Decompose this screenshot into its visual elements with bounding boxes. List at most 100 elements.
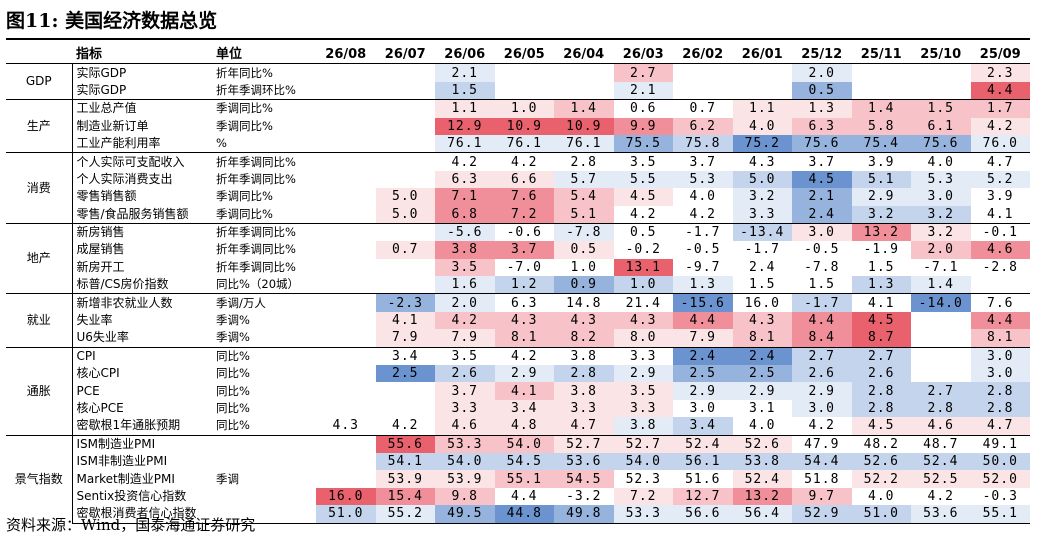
value-cell: -14.0 xyxy=(911,293,971,312)
table-row: 零售/食品服务销售额 季调同比% 5.0 6.8 7.2 5.1 4.2 4.2 3.3 2.4 3… xyxy=(6,205,1030,224)
value-cell xyxy=(316,99,376,118)
value-cell: 4.6 xyxy=(435,417,495,436)
value-cell: 4.8 xyxy=(494,417,554,436)
value-cell: 54.5 xyxy=(494,452,554,471)
indicator-name: CPI xyxy=(72,346,212,366)
value-cell: 3.2 xyxy=(851,205,911,224)
value-cell xyxy=(316,188,376,206)
value-cell: 1.3 xyxy=(851,276,911,294)
unit-label: 折年同比% xyxy=(212,63,316,82)
value-cell: 7.1 xyxy=(435,188,495,206)
value-cell: 3.3 xyxy=(613,346,673,366)
value-cell: 4.1 xyxy=(851,293,911,312)
value-cell: 44.8 xyxy=(494,505,554,524)
unit-label: 折年季调同比% xyxy=(212,152,316,171)
value-cell: 2.0 xyxy=(911,241,971,259)
value-cell: -0.3 xyxy=(970,487,1030,506)
unit-label xyxy=(212,434,316,453)
value-cell: 75.8 xyxy=(673,134,733,153)
value-cell: 13.1 xyxy=(613,258,673,277)
value-cell xyxy=(375,152,435,171)
value-cell: 75.2 xyxy=(732,134,792,153)
value-cell: 2.9 xyxy=(673,382,733,400)
value-cell: 0.9 xyxy=(554,276,614,294)
value-cell: 3.0 xyxy=(970,346,1030,366)
value-cell: 2.5 xyxy=(375,365,435,383)
value-cell: 2.8 xyxy=(554,365,614,383)
value-cell: 7.6 xyxy=(970,293,1030,312)
value-cell: 3.8 xyxy=(435,241,495,259)
value-cell: 5.3 xyxy=(911,170,971,189)
value-cell: 1.6 xyxy=(435,276,495,294)
value-cell: 3.7 xyxy=(792,152,852,171)
value-cell: 4.3 xyxy=(554,311,614,330)
value-cell: 51.0 xyxy=(316,505,376,524)
value-cell: -2.8 xyxy=(970,258,1030,277)
unit-label: 折年季调同比% xyxy=(212,222,316,242)
value-cell: 2.7 xyxy=(792,346,852,366)
value-cell xyxy=(375,63,435,82)
value-cell xyxy=(316,329,376,348)
value-cell: 13.2 xyxy=(732,487,792,506)
value-cell: 2.8 xyxy=(911,399,971,418)
value-cell: 52.4 xyxy=(673,434,733,453)
value-cell: 47.9 xyxy=(792,434,852,453)
value-cell: 1.3 xyxy=(673,276,733,294)
value-cell: 1.7 xyxy=(970,99,1030,118)
value-cell: 3.3 xyxy=(613,399,673,418)
value-cell: 2.8 xyxy=(851,399,911,418)
value-cell: 0.5 xyxy=(554,241,614,259)
table-row: 核心PCE 同比% 3.3 3.4 3.3 3.3 3.0 3.1 3.0 2.8 2.8 2.8 xyxy=(6,399,1030,418)
value-cell xyxy=(316,258,376,277)
value-cell: 4.0 xyxy=(673,188,733,206)
unit-label: 季调% xyxy=(216,330,250,345)
data-table: 指标 单位 26/08 26/07 26/06 26/05 26/04 26/0… xyxy=(6,46,1030,524)
value-cell: 51.0 xyxy=(851,505,911,524)
value-cell: 9.7 xyxy=(792,487,852,506)
value-cell: 8.1 xyxy=(732,329,792,348)
value-cell xyxy=(732,81,792,100)
table-row: ISM非制造业PMI 54.1 54.0 54.5 53.6 54.0 56.1 53.8 54… xyxy=(6,452,1030,471)
value-cell: 56.1 xyxy=(673,452,733,471)
indicator-name: 工业总产值 xyxy=(72,99,212,118)
value-cell: 2.0 xyxy=(435,293,495,312)
unit-label: 同比% xyxy=(212,346,316,366)
value-cell: 54.5 xyxy=(554,470,614,488)
value-cell xyxy=(316,276,376,294)
value-cell: 1.3 xyxy=(792,99,852,118)
value-cell: 10.9 xyxy=(554,117,614,135)
value-cell xyxy=(673,81,733,100)
value-cell: 4.5 xyxy=(613,188,673,206)
indicator-name: 密歇根1年通胀预期 xyxy=(76,418,181,433)
unit-label: 同比% xyxy=(216,366,250,381)
value-cell: -0.5 xyxy=(792,241,852,259)
unit-label: 折年季调同比% xyxy=(216,171,296,186)
table-row: 就业 新增非农就业人数 季调/万人 -2.3 2.0 6.3 14.8 21.4 -15.6 16… xyxy=(6,293,1030,348)
value-cell: 6.2 xyxy=(673,117,733,135)
indicator-name: 失业率 xyxy=(76,313,113,328)
value-cell: -0.5 xyxy=(673,241,733,259)
value-cell: 6.8 xyxy=(435,205,495,224)
value-cell xyxy=(911,311,971,330)
value-cell: 1.2 xyxy=(494,276,554,294)
value-cell: 3.8 xyxy=(613,417,673,436)
table-row: 零售销售额 季调同比% 5.0 7.1 7.6 5.4 4.5 4.0 3.2 2.1 2.9 3.0… xyxy=(6,188,1030,206)
value-cell: 49.5 xyxy=(435,505,495,524)
value-cell: 9.8 xyxy=(435,487,495,506)
category-label: 生产 xyxy=(6,99,73,153)
value-cell xyxy=(375,117,435,135)
value-cell: 4.5 xyxy=(792,170,852,189)
value-cell: -13.4 xyxy=(732,222,792,242)
value-cell: -9.7 xyxy=(673,258,733,277)
table-row: PCE 同比% 3.7 4.1 3.8 3.5 2.9 2.9 2.9 2.8 2.7 2.8 xyxy=(6,382,1030,400)
value-cell xyxy=(316,134,376,153)
header-period: 26/02 xyxy=(673,46,733,65)
value-cell xyxy=(316,399,376,418)
indicator-name: 新增非农就业人数 xyxy=(72,293,212,312)
table-row: 核心CPI 同比% 2.5 2.6 2.9 2.8 2.9 2.5 2.5 2.6 2.6 3.0 xyxy=(6,365,1030,383)
value-cell: 2.7 xyxy=(613,63,673,82)
value-cell: 3.8 xyxy=(554,346,614,366)
value-cell: 7.2 xyxy=(494,205,554,224)
value-cell: -5.6 xyxy=(435,222,495,242)
value-cell: 3.5 xyxy=(613,382,673,400)
